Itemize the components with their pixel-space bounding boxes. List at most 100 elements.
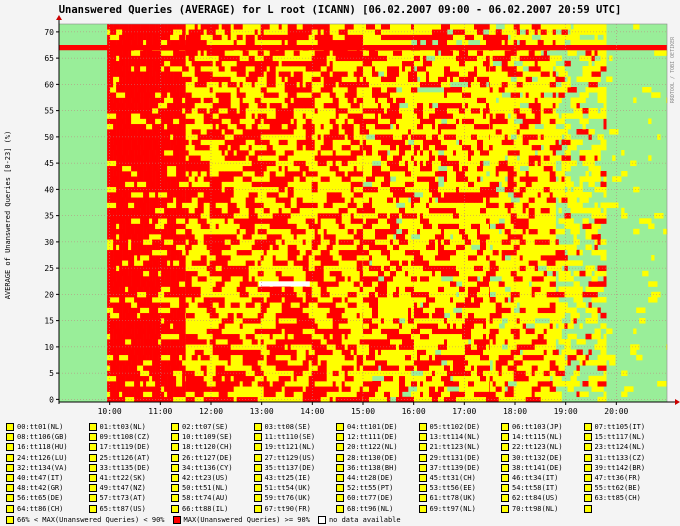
heat-cell — [116, 360, 126, 366]
heat-cell — [372, 223, 382, 230]
heat-cell — [173, 113, 183, 119]
heat-cell — [399, 165, 409, 172]
heat-cell — [242, 360, 252, 366]
heat-cell — [372, 333, 382, 340]
heat-cell — [173, 197, 177, 203]
heat-cell — [242, 129, 249, 135]
heat-cell — [107, 192, 114, 198]
heat-cell — [636, 354, 643, 361]
heat-cell — [341, 76, 348, 83]
heat-cell — [221, 165, 225, 172]
heat-cell — [501, 228, 505, 235]
heat-cell — [552, 102, 556, 109]
heat-cell — [513, 333, 520, 340]
heat-cell — [293, 97, 303, 104]
heat-cell — [149, 213, 153, 219]
heat-cell — [170, 333, 180, 340]
heat-cell — [516, 375, 523, 382]
heat-cell — [290, 144, 297, 151]
heat-cell — [107, 365, 111, 371]
heat-cell — [359, 129, 363, 135]
heat-cell — [173, 192, 183, 198]
heat-cell — [299, 207, 309, 214]
heat-cell — [137, 192, 144, 198]
heat-cell — [543, 123, 553, 130]
heat-cell — [245, 160, 249, 167]
heat-cell — [378, 297, 388, 303]
heat-cell — [305, 160, 309, 167]
heat-cell — [552, 76, 556, 83]
heat-cell — [576, 76, 586, 83]
heat-cell — [384, 260, 391, 266]
heat-cell — [149, 396, 153, 403]
heat-cell — [537, 270, 544, 277]
heat-cell — [320, 270, 324, 277]
heat-cell — [387, 386, 394, 392]
heat-cell — [465, 265, 475, 272]
heat-cell — [579, 207, 583, 214]
heat-cell — [378, 323, 382, 329]
heat-cell — [140, 307, 147, 314]
heat-cell — [233, 113, 237, 119]
heat-cell — [314, 81, 324, 88]
heat-cell — [314, 207, 324, 214]
heat-cell — [462, 239, 466, 245]
heat-cell — [182, 386, 186, 392]
heat-cell — [462, 281, 466, 287]
heat-cell — [347, 118, 351, 125]
heat-cell — [537, 97, 541, 104]
heat-cell — [203, 297, 210, 303]
heat-cell — [504, 339, 508, 345]
heat-cell — [236, 123, 240, 130]
heat-cell — [513, 370, 520, 377]
heat-cell — [393, 339, 403, 345]
heat-cell — [242, 318, 252, 324]
heat-cell — [573, 270, 580, 277]
heat-cell — [441, 139, 451, 146]
heat-cell — [504, 223, 514, 230]
heat-cell — [489, 228, 490, 235]
heat-cell — [534, 234, 538, 240]
heat-cell — [296, 197, 303, 203]
heat-cell — [420, 260, 427, 266]
heat-cell — [260, 260, 264, 266]
heat-cell — [516, 129, 520, 135]
heat-cell — [429, 260, 436, 266]
heat-cell — [242, 249, 252, 256]
heat-cell — [341, 160, 345, 167]
heat-cell — [510, 144, 514, 151]
heat-cell — [134, 349, 144, 356]
heat-cell — [408, 165, 415, 172]
heat-cell — [537, 360, 541, 366]
heat-cell — [600, 249, 607, 256]
heat-cell — [293, 375, 297, 382]
heat-cell — [155, 396, 165, 403]
heat-cell — [528, 223, 538, 230]
heat-cell — [236, 260, 243, 266]
heat-cell — [182, 370, 186, 377]
heat-cell — [131, 192, 138, 198]
heat-cell — [296, 129, 306, 135]
heat-cell — [356, 391, 364, 398]
heat-cell — [552, 92, 556, 98]
heat-cell — [477, 144, 484, 151]
heat-cell — [197, 281, 201, 287]
heat-cell — [456, 239, 463, 245]
heat-cell — [540, 281, 550, 287]
heat-cell — [326, 228, 333, 235]
heat-cell — [582, 381, 589, 387]
heat-cell — [564, 260, 574, 266]
heat-cell — [435, 123, 439, 130]
heat-cell — [284, 297, 288, 303]
heat-cell — [471, 386, 478, 392]
heat-cell — [359, 207, 364, 214]
heat-cell — [561, 181, 568, 188]
heat-cell — [179, 365, 186, 371]
heat-cell — [182, 249, 186, 256]
heat-cell — [191, 228, 201, 235]
heat-cell — [251, 108, 261, 114]
heat-cell — [338, 123, 342, 130]
heat-cell — [477, 234, 487, 240]
heat-cell — [453, 318, 457, 324]
heat-cell — [648, 118, 652, 125]
